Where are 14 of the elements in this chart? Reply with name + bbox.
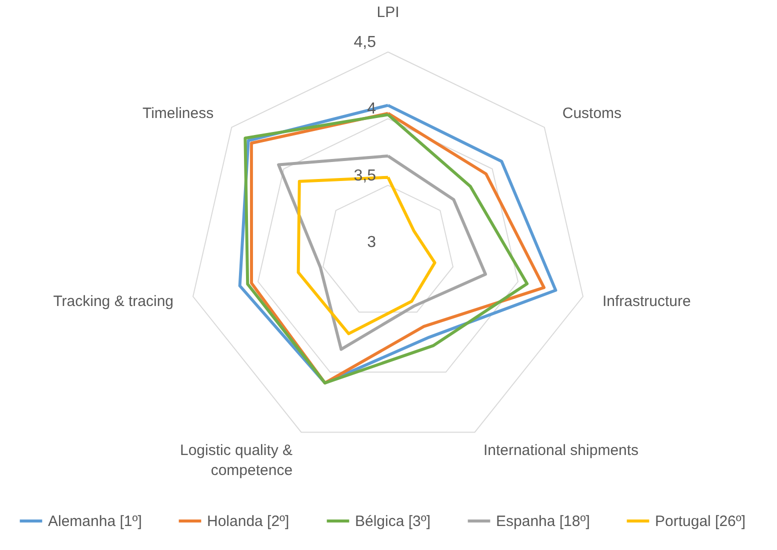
- spoke-label: Timeliness: [142, 104, 214, 122]
- spoke-label: Tracking & tracing: [53, 292, 174, 310]
- y-tick-label: 3: [367, 234, 376, 251]
- y-tick-label: 4,5: [354, 34, 376, 51]
- spoke-label: Logistic quality & competence: [180, 442, 293, 480]
- spoke-label: LPI: [376, 4, 400, 21]
- legend-label: Portugal [26º]: [655, 513, 746, 530]
- legend-label: Holanda [2º]: [207, 513, 290, 530]
- legend-label: Alemanha [1º]: [48, 513, 142, 530]
- spoke-label: Infrastructure: [602, 292, 691, 310]
- spoke-label: Customs: [562, 104, 622, 122]
- spoke-label: International shipments: [483, 442, 639, 460]
- legend-label: Bélgica [3º]: [355, 513, 431, 530]
- legend-label: Espanha [18º]: [496, 513, 590, 530]
